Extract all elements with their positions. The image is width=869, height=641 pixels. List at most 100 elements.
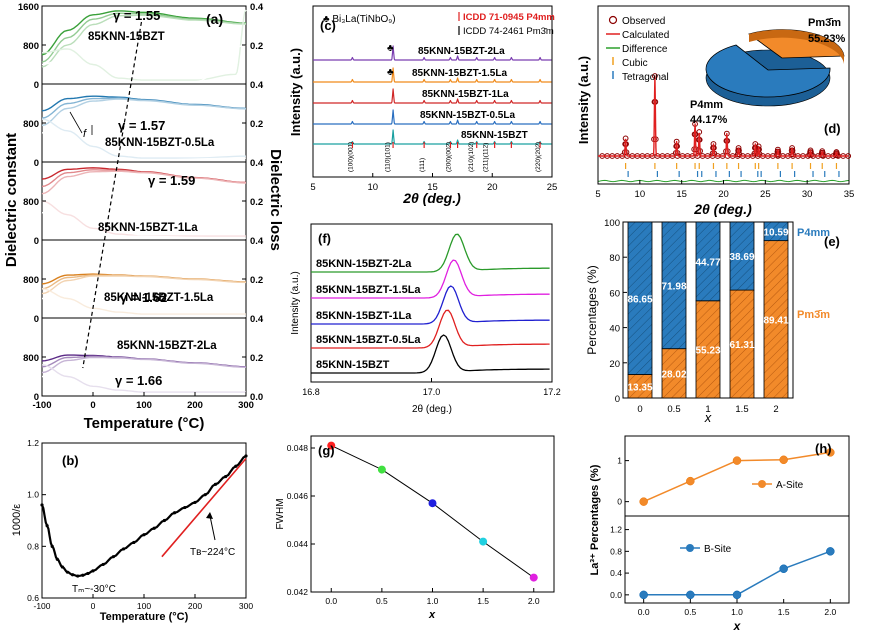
- tb-arrow-head: [206, 512, 213, 519]
- x-tick-label: 300: [238, 400, 254, 411]
- pie-label-pm3m: Pm3̄m: [808, 17, 841, 29]
- site-point: [639, 497, 648, 506]
- series-line-85KNN-15BZT-f1: [41, 10, 247, 56]
- x-tick-label: 1.0: [427, 596, 439, 606]
- y-tick-label: 1.2: [27, 438, 39, 448]
- x-tick-label: 1.5: [778, 607, 790, 617]
- x-tick-label: 0: [91, 601, 96, 611]
- series-label: 85KNN-15BZT: [461, 130, 528, 141]
- panel-label-a: (a): [206, 11, 223, 27]
- site-point: [732, 456, 742, 465]
- site-line-B-Site: [643, 550, 831, 596]
- x-axis-label: 2θ (deg.): [693, 201, 752, 217]
- pie-slice-p4mm: [705, 44, 831, 98]
- x-tick-label: 200: [188, 601, 202, 611]
- x-tick-label: -100: [33, 601, 50, 611]
- hkl-label: (210)(102): [468, 142, 475, 172]
- series-label: 85KNN-15BZT: [316, 359, 390, 371]
- left-tick-label: 800: [23, 353, 39, 364]
- x-tick-label: 17.0: [423, 387, 441, 397]
- bar-label-p4mm: 10.59: [763, 227, 788, 238]
- y-tick-label: 0: [617, 497, 622, 507]
- series-label-pm3m: Pm3̄m: [797, 309, 830, 321]
- left-tick-label: 0: [34, 236, 39, 247]
- legend-b-site-marker: [686, 544, 694, 552]
- f-arrow: [69, 111, 83, 134]
- left-tick-label: 800: [23, 41, 39, 52]
- x-tick-label: 200: [187, 400, 203, 411]
- series-line-85KNN-15BZT-1La-loss2: [41, 212, 247, 239]
- site-point: [686, 590, 695, 600]
- legend-ref-red: ICDD 71-0945 P4mm: [463, 12, 555, 23]
- bar-p4mm: [729, 221, 755, 291]
- site-point: [826, 448, 835, 457]
- series-line-85KNN-15BZT-1.5La-loss2: [41, 297, 246, 317]
- right-tick-label: 0.4: [250, 236, 264, 247]
- y-axis-label-left: Dielectric constant: [3, 133, 20, 267]
- series-line-85KNN-15BZT-0.5La-loss2: [41, 132, 247, 161]
- legend-ref-black: ICDD 74-2461 Pm3̄m: [463, 26, 554, 37]
- panel-label-g: (g): [318, 443, 335, 458]
- series-line-85KNN-15BZT-1.5La-f1: [41, 273, 247, 285]
- y-tick-label: 0: [615, 394, 620, 405]
- bar-p4mm: [695, 221, 721, 302]
- x-tick-label: 0.5: [684, 607, 696, 617]
- x-axis-label: 2θ (deg.): [402, 190, 461, 206]
- bar-pm3m: [763, 240, 789, 399]
- y-tick-label: 0.046: [287, 491, 309, 501]
- x-tick-label: 2.0: [824, 607, 836, 617]
- hkl-label: (111): [419, 158, 426, 172]
- bar-label-pm3m: 55.23: [695, 345, 720, 356]
- left-tick-label: 1600: [18, 2, 39, 13]
- y-tick-label: 0.042: [287, 587, 309, 597]
- right-tick-label: 0.4: [250, 314, 264, 325]
- panel-label-c: (c): [320, 18, 336, 33]
- y-axis-label-right: Dielectric loss: [267, 149, 284, 251]
- x-axis-label: x: [428, 609, 436, 621]
- x-tick-label: 25: [760, 189, 771, 200]
- x-tick-label: 17.2: [543, 387, 561, 397]
- site-point: [732, 590, 742, 600]
- y-tick-label: 60: [609, 288, 620, 299]
- site-point: [639, 590, 648, 600]
- panel-label-e: (e): [824, 234, 840, 249]
- y-tick-label: 0.0: [610, 590, 622, 600]
- xrd-pattern-85KNN-15BZT-1La: [313, 88, 552, 104]
- series-line-85KNN-15BZT-2La-f3: [41, 356, 247, 374]
- x-tick-label: -100: [32, 400, 51, 411]
- legend-observed: Observed: [622, 16, 665, 27]
- right-tick-label: 0.2: [250, 41, 263, 52]
- x-tick-label: 2: [773, 404, 778, 415]
- right-tick-label: 0.2: [250, 119, 263, 130]
- y-tick-label: 80: [609, 253, 620, 264]
- series-line-85KNN-15BZT-2La-f2: [41, 355, 247, 368]
- plot-frame: [310, 435, 555, 593]
- y-tick-label: 100: [604, 218, 620, 229]
- y-tick-label: 0.8: [610, 546, 622, 556]
- bar-label-p4mm: 71.98: [661, 281, 686, 292]
- series-label: 85KNN-15BZT-1La: [422, 89, 509, 100]
- y-tick-label: 0.044: [287, 539, 309, 549]
- x-tick-label: 0.0: [638, 607, 650, 617]
- bar-label-p4mm: 44.77: [695, 257, 720, 268]
- pie-value-p4mm: 44.17%: [690, 114, 728, 126]
- panel-label-d: (d): [824, 121, 841, 136]
- sample-label: 85KNN-15BZT: [88, 31, 165, 43]
- x-axis-label: x: [733, 619, 742, 633]
- fwhm-point: [377, 465, 386, 474]
- x-tick-label: 100: [137, 601, 151, 611]
- series-label-p4mm: P4mm: [797, 227, 830, 239]
- bar-pm3m: [661, 348, 687, 399]
- x-tick-label: 1.0: [731, 607, 743, 617]
- y-tick-label: 0.4: [610, 568, 622, 578]
- y-tick-label: 1: [617, 456, 622, 466]
- bar-label-p4mm: 38.69: [729, 252, 754, 263]
- right-tick-label: 0.4: [250, 80, 264, 91]
- impurity-marker: ♣: [387, 43, 394, 54]
- x-tick-label: 300: [239, 601, 253, 611]
- x-tick-label: 10: [367, 182, 378, 193]
- gamma-label: γ = 1.57: [118, 118, 165, 133]
- x-tick-label: 0: [90, 400, 95, 411]
- sample-label: 85KNN-15BZT-1.5La: [104, 292, 214, 304]
- y-tick-label: 0.048: [287, 443, 309, 453]
